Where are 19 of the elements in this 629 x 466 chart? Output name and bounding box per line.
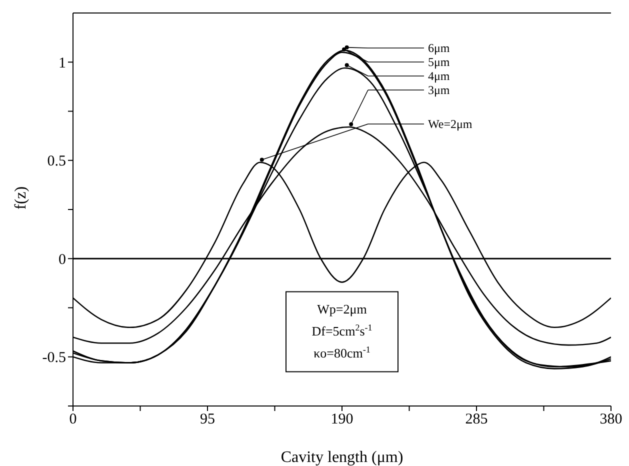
y-tick-label: 0 [58,252,66,268]
y-tick-label: 0.5 [47,154,66,170]
x-tick-label: 0 [69,412,77,428]
y-tick-label: -0.5 [42,350,66,366]
annotation: κo=80cm$^{-1}$ [314,344,370,361]
legend-label: 6μm [428,41,450,55]
legend-label: 5μm [428,55,450,69]
legend-label: 3μm [428,83,450,97]
annotation: Df=5cm$^{2}$s$^{-1}$ [312,322,372,339]
x-tick-label: 95 [200,412,215,428]
x-tick-label: 285 [465,412,488,428]
x-tick-label: 190 [330,412,354,428]
x-tick-label: 380 [600,412,622,428]
annotation: Wp=2μm [317,302,367,317]
x-axis-title: Cavity length (μm) [280,449,404,466]
legend-label: We=2μm [428,117,473,131]
legend-label: 4μm [428,69,450,83]
y-tick-label: 1 [58,55,66,72]
y-axis-title: f(z) [12,186,30,210]
